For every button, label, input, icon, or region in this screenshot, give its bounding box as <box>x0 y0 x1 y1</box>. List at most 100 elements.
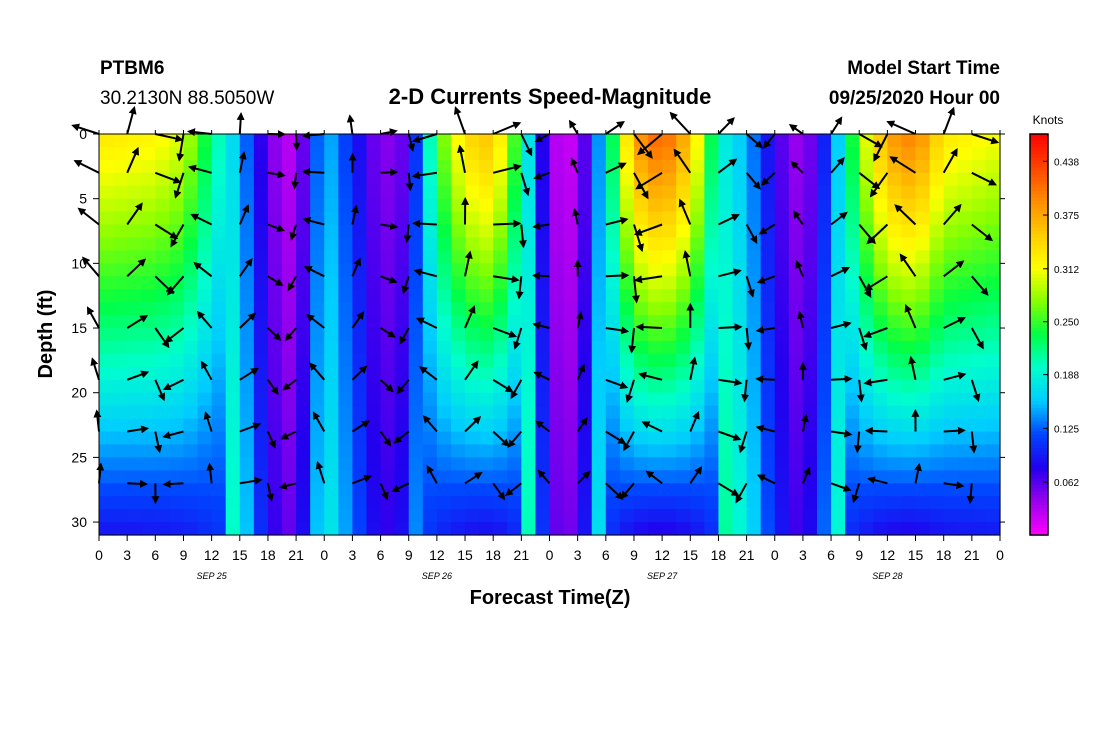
heat-cell <box>436 185 452 200</box>
heat-cell <box>605 470 621 484</box>
heat-cell <box>493 405 508 420</box>
heat-cell <box>394 509 410 523</box>
current-vector <box>126 314 149 329</box>
heat-cell <box>465 159 480 174</box>
heat-cell <box>662 353 677 368</box>
heat-cell <box>183 353 199 368</box>
heat-cell <box>901 134 917 148</box>
heat-cell <box>915 379 931 394</box>
current-vector <box>515 276 524 300</box>
heat-cell <box>662 328 677 342</box>
heat-cell <box>873 483 888 497</box>
heat-cell <box>296 211 311 226</box>
heat-cell <box>690 263 705 277</box>
heat-cell <box>239 444 255 458</box>
heat-cell <box>282 289 297 303</box>
heat-cell <box>788 366 804 381</box>
heat-cell <box>211 353 227 368</box>
heat-cell <box>267 250 283 264</box>
heat-cell <box>493 198 508 213</box>
colorbar-swatch <box>1030 341 1048 346</box>
heat-cell <box>802 431 818 446</box>
heat-cell <box>338 198 354 213</box>
heat-cell <box>239 289 255 303</box>
heat-cell <box>943 237 959 252</box>
heat-cell <box>802 366 818 381</box>
heat-cell <box>704 172 720 187</box>
heat-cell <box>267 340 283 355</box>
heat-cell <box>831 198 846 213</box>
heat-cell <box>127 431 142 446</box>
heat-cell <box>394 250 410 264</box>
heat-cell <box>155 185 170 200</box>
heat-cell <box>155 470 170 484</box>
heat-cell <box>211 185 227 200</box>
current-vector <box>718 268 742 278</box>
heat-cell <box>985 392 1001 407</box>
current-vector <box>620 482 635 500</box>
current-vector <box>830 157 845 174</box>
heat-cell <box>549 185 565 200</box>
heat-cell <box>760 198 776 213</box>
heat-cell <box>915 522 931 536</box>
heat-cell <box>929 418 945 433</box>
heat-cell <box>845 211 860 226</box>
heat-cell <box>155 483 170 497</box>
heat-cell <box>225 159 241 174</box>
heat-cell <box>253 276 269 290</box>
heat-cell <box>127 379 142 394</box>
heat-cell <box>450 328 466 342</box>
heat-cell <box>183 276 199 290</box>
heat-cell <box>957 211 973 226</box>
heat-cell <box>450 159 466 174</box>
heat-cell <box>943 496 959 510</box>
heat-cell <box>943 522 959 536</box>
heat-cell <box>141 418 156 433</box>
heat-cell <box>845 263 860 277</box>
heat-cell <box>760 211 776 226</box>
heat-cell <box>662 418 677 433</box>
heat-cell <box>450 302 466 316</box>
heat-cell <box>352 444 368 458</box>
current-vector <box>154 327 170 349</box>
heat-cell <box>732 328 748 342</box>
colorbar-swatch <box>1030 414 1048 419</box>
heat-cell <box>633 353 649 368</box>
heat-cell <box>929 405 945 420</box>
heat-cell <box>619 146 635 161</box>
heat-cell <box>408 237 424 252</box>
heat-cell <box>155 211 170 226</box>
heat-cell <box>985 457 1001 471</box>
current-vector <box>464 305 476 329</box>
heat-cell <box>577 134 593 148</box>
heat-cell <box>591 470 607 484</box>
heat-cell <box>929 237 945 252</box>
heat-cell <box>267 289 283 303</box>
heat-cell <box>676 263 691 277</box>
heat-cell <box>267 418 283 433</box>
heat-cell <box>155 496 170 510</box>
speed-heatmap <box>99 134 1001 536</box>
heat-cell <box>704 444 720 458</box>
heat-cell <box>816 496 832 510</box>
heat-cell <box>267 509 283 523</box>
heat-cell <box>507 509 522 523</box>
heat-cell <box>493 470 508 484</box>
heat-cell <box>985 328 1001 342</box>
heat-cell <box>183 211 199 226</box>
colorbar-swatch <box>1030 240 1048 245</box>
heat-cell <box>774 198 790 213</box>
heat-cell <box>746 302 762 316</box>
heat-cell <box>648 159 663 174</box>
heat-cell <box>633 250 649 264</box>
heat-cell <box>436 483 452 497</box>
heat-cell <box>690 431 705 446</box>
heat-cell <box>802 444 818 458</box>
heat-cell <box>957 457 973 471</box>
heat-cell <box>197 224 213 239</box>
current-vector <box>605 326 630 335</box>
heat-cell <box>408 457 424 471</box>
heat-cell <box>239 353 255 368</box>
heat-cell <box>479 237 494 252</box>
heat-cell <box>633 263 649 277</box>
